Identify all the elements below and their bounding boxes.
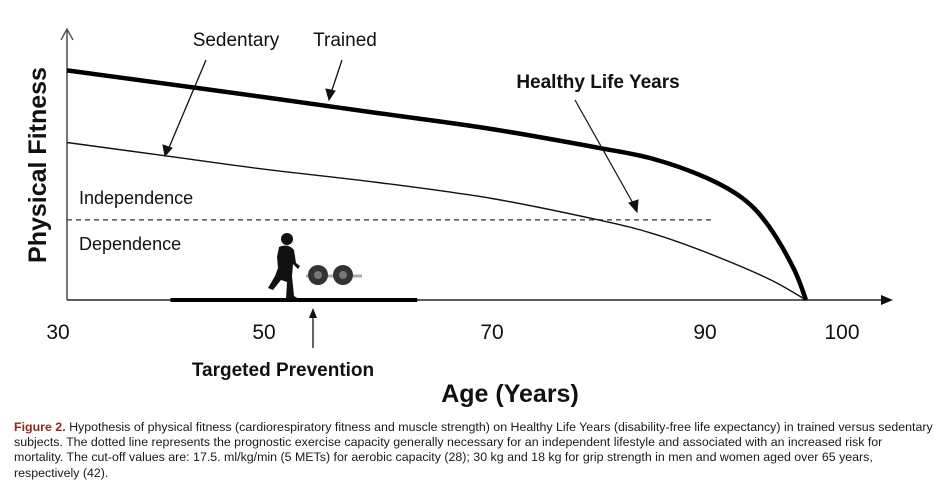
figure-label: Figure 2. <box>14 420 66 434</box>
sedentary-pointer-line <box>167 59 207 151</box>
trained-arrowhead-icon <box>325 88 336 102</box>
y-axis-arrow-icon <box>60 27 74 41</box>
x-tick-label: 30 <box>46 321 69 344</box>
targeted-prevention-label: Targeted Prevention <box>192 360 374 381</box>
sedentary-arrowhead-icon <box>162 144 173 158</box>
annotation-healthy-life-years: Healthy Life Years <box>516 72 679 93</box>
fitness-chart: Physical Fitness Independence Dependence… <box>24 27 893 408</box>
figure-caption: Figure 2. Hypothesis of physical fitness… <box>14 420 934 481</box>
y-axis-label: Physical Fitness <box>24 67 52 263</box>
x-axis-arrow-icon <box>881 295 893 305</box>
annotation-trained: Trained <box>313 30 377 51</box>
x-tick-label: 100 <box>824 321 859 344</box>
series-line-sedentary <box>66 141 807 301</box>
annotation-sedentary: Sedentary <box>193 30 280 51</box>
x-tick-labels: 30 50 70 90 100 <box>46 321 859 344</box>
trained-pointer-line <box>330 59 343 94</box>
x-tick-label: 70 <box>480 321 503 344</box>
caption-text: Hypothesis of physical fitness (cardiore… <box>14 420 933 480</box>
dumbbell-icon <box>306 265 362 285</box>
healthy-life-years-pointer-line <box>574 99 635 206</box>
x-axis-label: Age (Years) <box>441 380 579 408</box>
targeted-prevention-arrowhead-icon <box>309 308 317 318</box>
x-tick-label: 90 <box>693 321 716 344</box>
independence-label: Independence <box>79 188 193 208</box>
healthy-life-years-arrowhead-icon <box>628 199 639 214</box>
dependence-label: Dependence <box>79 234 181 254</box>
annotation-arrows <box>162 59 639 214</box>
runner-silhouette-icon <box>268 233 300 299</box>
x-tick-label: 50 <box>252 321 275 344</box>
series-line-trained <box>66 68 809 301</box>
